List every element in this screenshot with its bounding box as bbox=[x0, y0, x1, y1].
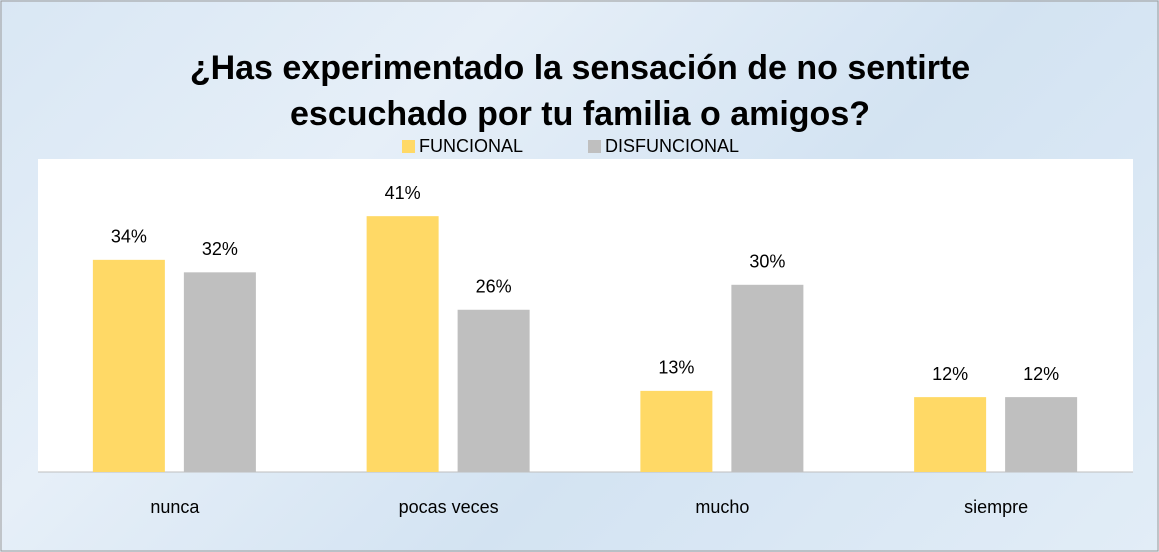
data-label: 34% bbox=[111, 227, 147, 247]
x-tick-label: mucho bbox=[695, 497, 749, 517]
legend-swatch bbox=[588, 140, 601, 153]
bar bbox=[640, 390, 713, 472]
data-label: 41% bbox=[385, 183, 421, 203]
data-label: 32% bbox=[202, 239, 238, 259]
data-label: 12% bbox=[1023, 364, 1059, 384]
bar bbox=[92, 259, 165, 472]
chart-title: ¿Has experimentado la sensación de no se… bbox=[189, 49, 971, 133]
data-label: 30% bbox=[749, 252, 785, 272]
data-label: 26% bbox=[476, 277, 512, 297]
x-tick-label: pocas veces bbox=[399, 497, 499, 517]
bar bbox=[1005, 397, 1078, 472]
legend-swatch bbox=[402, 140, 415, 153]
bar bbox=[731, 284, 804, 472]
bar bbox=[183, 272, 256, 472]
data-label: 12% bbox=[932, 364, 968, 384]
data-label: 13% bbox=[658, 358, 694, 378]
bar bbox=[914, 397, 987, 472]
legend-label: FUNCIONAL bbox=[419, 136, 523, 156]
x-tick-label: nunca bbox=[150, 497, 200, 517]
bar bbox=[457, 309, 530, 472]
bar bbox=[366, 216, 439, 472]
legend-label: DISFUNCIONAL bbox=[605, 136, 739, 156]
x-tick-label: siempre bbox=[964, 497, 1028, 517]
